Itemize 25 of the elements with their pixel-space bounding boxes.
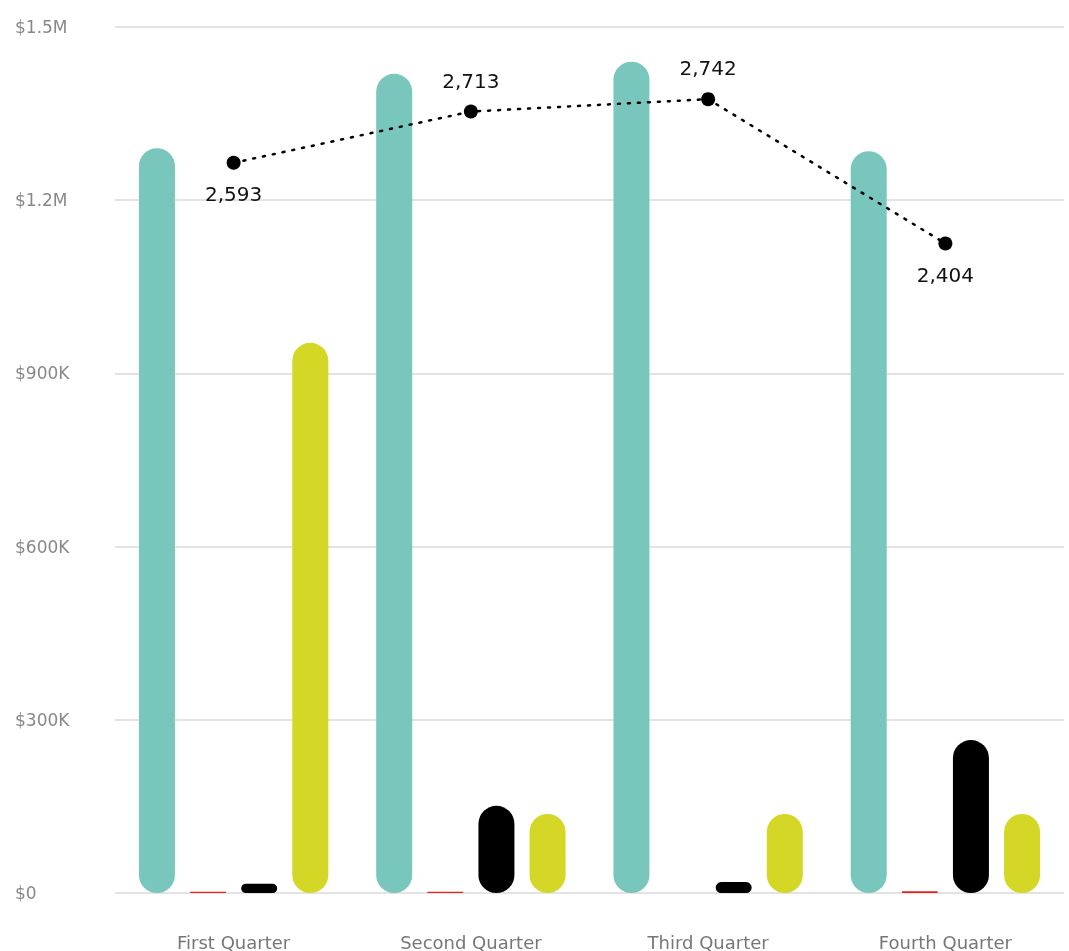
bar — [952, 740, 989, 893]
x-tick-label: Third Quarter — [646, 931, 770, 951]
bar — [292, 342, 329, 893]
y-tick-label: $1.2M — [15, 190, 68, 211]
y-tick-label: $600K — [15, 536, 71, 557]
point — [463, 104, 478, 119]
bar — [850, 151, 887, 893]
bar — [241, 883, 278, 893]
bar — [613, 61, 650, 893]
data-label: 2,593 — [204, 181, 263, 206]
x-tick-label: First Quarter — [177, 931, 291, 951]
x-tick-label: Second Quarter — [400, 931, 543, 951]
data-label: 2,742 — [679, 56, 737, 81]
bar — [138, 148, 175, 893]
bar — [376, 73, 413, 893]
point — [701, 92, 716, 107]
data-label: 2,713 — [442, 68, 500, 93]
data-label: 2,404 — [916, 262, 975, 287]
point — [226, 155, 241, 170]
point — [938, 236, 953, 251]
y-tick-label: $300K — [15, 709, 71, 730]
y-tick-label: $1.5M — [15, 17, 68, 37]
x-tick-label: Fourth Quarter — [878, 931, 1013, 951]
y-tick-label: $0 — [15, 883, 37, 903]
y-tick-label: $900K — [15, 363, 71, 384]
